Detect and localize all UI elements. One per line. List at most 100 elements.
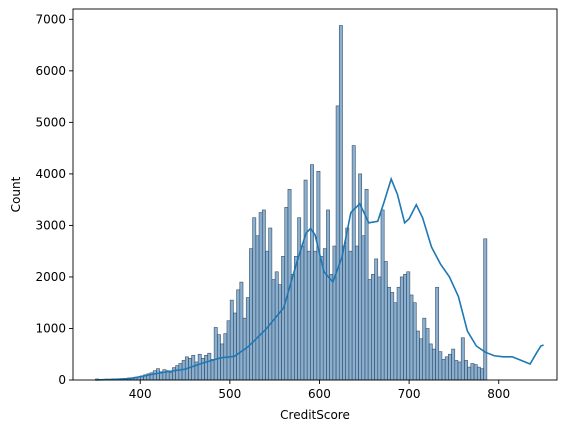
histogram-bar <box>281 256 286 381</box>
x-tick-label: 500 <box>218 387 241 401</box>
histogram-bar <box>393 302 398 381</box>
y-tick-label: 5000 <box>35 115 66 129</box>
histogram-bar <box>300 245 305 381</box>
histogram-bar <box>396 286 401 381</box>
y-tick-label: 6000 <box>35 64 66 78</box>
histogram-bar <box>278 284 282 381</box>
histogram-bar <box>441 359 446 381</box>
histogram-bar <box>290 274 295 381</box>
histogram-bar <box>406 271 411 381</box>
histogram-bar <box>483 238 488 381</box>
histogram-bar <box>473 364 478 381</box>
histogram-bar <box>210 359 215 381</box>
histogram-bar <box>239 281 244 381</box>
y-tick-label: 4000 <box>35 167 66 181</box>
histogram-bar <box>435 286 440 381</box>
histogram-bar <box>265 250 269 381</box>
histogram-bar <box>367 279 372 381</box>
histogram-bar <box>326 209 330 381</box>
histogram-bar <box>204 354 209 381</box>
histogram-bar <box>380 209 385 381</box>
histogram-bar <box>419 338 423 381</box>
histogram-bar <box>329 274 334 381</box>
histogram-bar <box>348 250 353 381</box>
histogram-bar <box>335 105 340 381</box>
histogram-bar <box>168 371 173 381</box>
histogram-bar <box>271 279 276 381</box>
histogram-bar <box>409 294 414 381</box>
histogram-bar <box>191 354 196 381</box>
histogram-bar <box>374 258 379 381</box>
y-tick-label: 0 <box>58 373 66 387</box>
histogram-bar <box>454 360 459 381</box>
histogram-bar <box>444 356 449 381</box>
y-tick-label: 2000 <box>35 270 66 284</box>
histogram-bar <box>313 250 318 381</box>
histogram-bar <box>403 274 407 381</box>
plot-frame <box>72 8 558 381</box>
histogram-bars <box>95 25 488 381</box>
x-axis: 400 500 600 700 800 <box>129 380 510 401</box>
histogram-bar <box>332 245 337 381</box>
histogram-bar <box>236 289 241 381</box>
histogram-bar <box>178 363 183 381</box>
histogram-bar <box>294 256 298 381</box>
histogram-bar <box>261 209 266 381</box>
histogram-bar <box>480 368 484 381</box>
histogram-bar <box>306 250 311 381</box>
histogram-bar <box>245 297 250 381</box>
histogram-bar <box>470 363 475 381</box>
histogram-bar <box>451 348 456 381</box>
y-tick-label: 7000 <box>35 12 66 26</box>
histogram-bar <box>432 348 436 381</box>
histogram-bar <box>460 337 465 381</box>
histogram-bar <box>207 352 212 381</box>
histogram-bar <box>422 317 427 381</box>
histogram-bar <box>233 312 237 381</box>
histogram-bar <box>361 235 366 381</box>
histogram-bar <box>438 351 443 381</box>
histogram-bar <box>448 353 452 381</box>
x-tick-label: 400 <box>129 387 152 401</box>
histogram-bar <box>476 366 481 381</box>
y-axis: 0 1000 2000 3000 4000 5000 6000 7000 <box>35 12 73 387</box>
histogram-bar <box>316 171 321 381</box>
histogram-bar <box>345 227 350 381</box>
histogram-bar <box>274 271 279 381</box>
x-tick-label: 700 <box>398 387 421 401</box>
histogram-bar <box>355 245 359 381</box>
histogram-bar <box>200 358 205 381</box>
histogram-bar <box>255 235 260 381</box>
histogram-bar <box>220 343 225 381</box>
y-axis-label: Count <box>9 176 23 212</box>
histogram-bar <box>252 217 257 381</box>
histogram-bar <box>351 145 356 381</box>
histogram-bar <box>229 299 234 381</box>
x-tick-label: 600 <box>308 387 331 401</box>
histogram-bar <box>464 360 468 381</box>
histogram-bar <box>319 256 324 381</box>
y-tick-label: 3000 <box>35 218 66 232</box>
histogram-bar <box>258 212 263 381</box>
histogram-bar <box>467 366 472 381</box>
y-tick-label: 1000 <box>35 321 66 335</box>
histogram-bar <box>303 179 308 381</box>
histogram-bar <box>412 302 417 381</box>
histogram-bar <box>425 328 430 381</box>
histogram-bar <box>310 164 314 381</box>
histogram-bar <box>342 245 346 381</box>
histogram-bar <box>152 370 157 381</box>
histogram-bar <box>399 276 404 381</box>
histogram-bar <box>268 227 273 381</box>
histogram-bar <box>415 330 420 381</box>
histogram-bar <box>377 276 382 381</box>
histogram-bar <box>383 261 388 381</box>
histogram-bar <box>226 320 231 381</box>
histogram-bar <box>457 361 462 381</box>
histogram-bar <box>188 358 192 381</box>
histogram-bar <box>390 292 395 381</box>
kde-curve <box>95 176 544 381</box>
histogram-bar <box>387 286 391 381</box>
histogram-bar <box>197 353 202 381</box>
